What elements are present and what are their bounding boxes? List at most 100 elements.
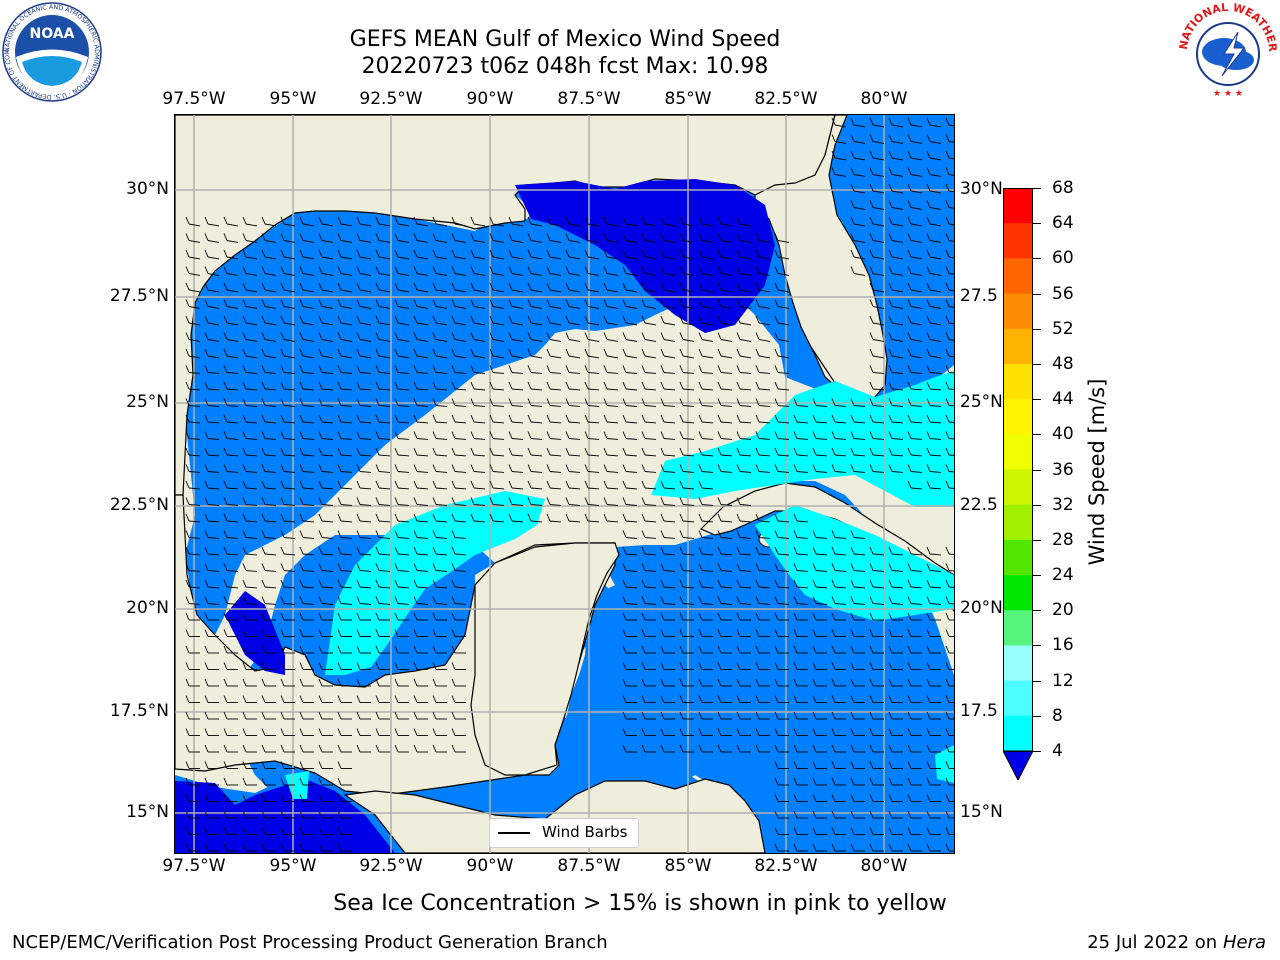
wind-barb-shaft [530,372,543,374]
wind-barb-flag [204,530,209,538]
wind-barb-shaft [758,339,771,342]
wind-barb-flag [470,348,475,357]
wind-barb-flag [584,381,589,390]
wind-barb-shaft [435,256,448,260]
wind-barb-shaft [226,553,239,556]
wind-barb-shaft [188,306,201,309]
wind-barb-flag [793,579,798,588]
wind-barb-shaft [701,586,714,589]
wind-barb-shaft [853,273,866,276]
wind-barb-shaft [910,207,923,210]
wind-barb-shaft [758,355,771,359]
wind-barb-shaft [454,553,467,556]
wind-barb-flag [261,513,266,522]
lon-tick-label-top: 85°W [664,89,712,109]
wind-barb-flag [261,629,266,637]
wind-barb-shaft [777,454,790,457]
wind-barb-shaft [416,520,429,523]
wind-barb-shaft [492,504,505,506]
wind-barb-flag [926,447,931,456]
wind-barb-flag [660,282,665,291]
wind-barb-flag [299,332,304,340]
wind-barb-flag [394,645,399,654]
wind-barb-flag [413,348,418,357]
wind-barb-shaft [283,553,296,556]
wind-barb-shaft [188,240,201,243]
wind-barb-shaft [663,454,676,457]
wind-barb-flag [375,480,380,489]
wind-barb-shaft [549,306,562,309]
wind-barb-flag [774,381,779,390]
wind-barb-shaft [207,454,220,457]
wind-barb-shaft [302,256,315,260]
wind-barb-flag [869,282,874,291]
wind-barb-shaft [701,487,714,490]
wind-barb-flag [812,612,817,621]
wind-barb-flag [793,596,798,604]
wind-barb-flag [888,398,893,406]
wind-barb-flag [907,117,912,126]
wind-barb-shaft [321,322,334,326]
wind-barb-flag [356,447,361,456]
wind-barb-flag [451,744,456,753]
wind-barb-flag [261,464,266,472]
wind-barb-flag [204,332,209,340]
wind-barb-flag [223,678,228,687]
wind-barb-shaft [359,487,372,490]
wind-barb-flag [565,431,570,439]
wind-barb-flag [812,777,817,786]
wind-barb-flag [508,464,513,472]
wind-barb-flag [280,348,285,357]
wind-barb-shaft [416,438,429,440]
wind-barb-shaft [606,372,619,374]
wind-barb-flag [888,431,893,439]
wind-barb-shaft [340,586,353,589]
wind-barb-shaft [264,454,277,457]
wind-barb-flag [356,612,361,621]
wind-barb-flag [375,497,380,505]
wind-barb-flag [888,299,893,307]
wind-barb-flag [812,629,817,637]
wind-barb-flag [470,282,475,291]
wind-barb-flag [755,530,760,538]
wind-barb-flag [679,645,684,654]
lat-tick-label-right: 25°N [960,392,1003,412]
wind-barb-flag [660,464,665,472]
wind-barb-shaft [948,273,954,275]
wind-barb-flag [774,612,779,621]
wind-barb-flag [223,761,228,769]
wind-barb-flag [394,348,399,357]
wind-barb-flag [907,662,912,670]
wind-barb-flag [204,381,209,390]
wind-barb-shaft [682,223,695,227]
wind-barb-flag [451,299,456,307]
wind-barb-shaft [302,289,315,293]
wind-barb-flag [508,249,513,258]
wind-barb-flag [299,695,304,703]
wind-barb-shaft [264,471,277,473]
wind-barb-shaft [891,471,904,473]
wind-barb-flag [432,480,437,489]
wind-barb-shaft [207,240,220,243]
wind-barb-shaft [207,256,220,260]
wind-barb-flag [622,315,627,324]
wind-barb-shaft [777,240,790,243]
wind-barb-shaft [473,438,486,440]
wind-barb-shaft [188,289,201,293]
wind-barb-flag [223,563,228,571]
wind-barb-shaft [625,438,638,440]
wind-barb-shaft [492,322,505,326]
wind-barb-flag [755,332,760,340]
wind-barb-flag [774,563,779,571]
wind-barb-flag [223,365,228,373]
wind-barb-shaft [587,520,600,523]
wind-barb-flag [375,546,380,555]
wind-barb-flag [470,216,475,225]
wind-barb-flag [907,645,912,654]
wind-barb-flag [394,579,399,588]
wind-barb-flag [641,398,646,406]
wind-barb-flag [337,216,342,225]
wind-barb-shaft [834,454,847,457]
wind-barb-flag [280,513,285,522]
wind-barb-shaft [777,603,790,605]
